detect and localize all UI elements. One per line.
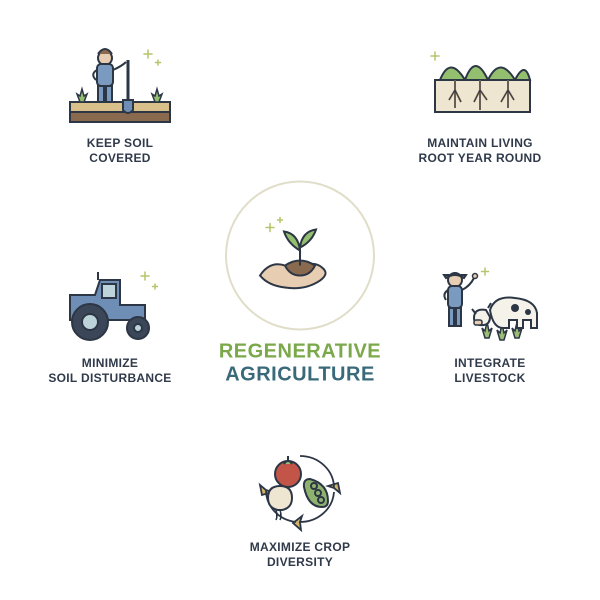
- center-circle: [225, 181, 375, 331]
- item-minimize-disturbance: MINIMIZE SOIL DISTURBANCE: [20, 260, 200, 386]
- item-label: INTEGRATE LIVESTOCK: [400, 356, 580, 386]
- item-keep-soil-covered: KEEP SOIL COVERED: [30, 40, 210, 166]
- item-integrate-livestock: INTEGRATE LIVESTOCK: [400, 260, 580, 386]
- crop-cycle-icon: [240, 444, 360, 534]
- item-living-root: MAINTAIN LIVING ROOT YEAR ROUND: [390, 40, 570, 166]
- infographic-canvas: REGENERATIVE AGRICULTURE: [0, 0, 600, 600]
- item-label: MAXIMIZE CROP DIVERSITY: [210, 540, 390, 570]
- center-block: REGENERATIVE AGRICULTURE: [190, 181, 410, 387]
- title-line-1: REGENERATIVE: [190, 341, 410, 364]
- farmer-shovel-icon: [60, 40, 180, 130]
- tractor-icon: [50, 260, 170, 350]
- item-label: MINIMIZE SOIL DISTURBANCE: [20, 356, 200, 386]
- living-root-icon: [420, 40, 540, 130]
- hand-seedling-icon: [250, 206, 350, 306]
- item-label: KEEP SOIL COVERED: [30, 136, 210, 166]
- title-line-2: AGRICULTURE: [190, 364, 410, 387]
- item-crop-diversity: MAXIMIZE CROP DIVERSITY: [210, 444, 390, 570]
- item-label: MAINTAIN LIVING ROOT YEAR ROUND: [390, 136, 570, 166]
- farmer-cow-icon: [430, 260, 550, 350]
